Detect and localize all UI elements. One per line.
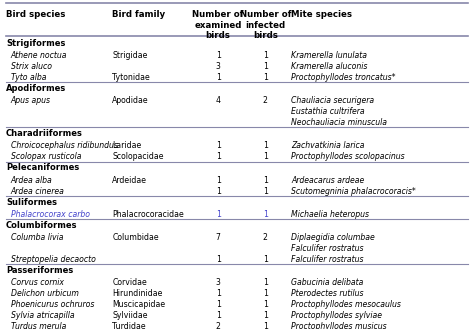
Text: 1: 1 [263,62,268,71]
Text: Bird species: Bird species [6,10,65,19]
Text: Sylvia atricapilla: Sylvia atricapilla [11,311,74,320]
Text: Michaelia heteropus: Michaelia heteropus [291,210,369,219]
Text: Phalacrocoracidae: Phalacrocoracidae [112,210,184,219]
Text: 1: 1 [263,311,268,320]
Text: 3: 3 [216,62,220,71]
Text: 1: 1 [263,210,268,219]
Text: Passeriformes: Passeriformes [6,266,73,275]
Text: Neochauliacia minuscula: Neochauliacia minuscula [291,118,387,127]
Text: Proctophyllodes mesocaulus: Proctophyllodes mesocaulus [291,300,401,309]
Text: Strigidae: Strigidae [112,51,147,60]
Text: Phoenicurus ochruros: Phoenicurus ochruros [11,300,94,309]
Text: 1: 1 [263,322,268,329]
Text: Proctophyllodes sylviae: Proctophyllodes sylviae [291,311,382,320]
Text: Proctophyllodes musicus: Proctophyllodes musicus [291,322,387,329]
Text: 1: 1 [216,289,221,298]
Text: 1: 1 [263,300,268,309]
Text: 1: 1 [216,176,221,185]
Text: 4: 4 [216,96,221,105]
Text: 3: 3 [216,278,220,287]
Text: Ardea cinerea: Ardea cinerea [11,187,64,195]
Text: Diplaegidia columbae: Diplaegidia columbae [291,233,375,242]
Text: Apodidae: Apodidae [112,96,149,105]
Text: Scolopax rusticola: Scolopax rusticola [11,152,82,161]
Text: 1: 1 [263,176,268,185]
Text: Scutomegninia phalacrocoracis*: Scutomegninia phalacrocoracis* [291,187,416,195]
Text: Corvus cornix: Corvus cornix [11,278,64,287]
Text: 1: 1 [216,187,221,195]
Text: Columba livia: Columba livia [11,233,64,242]
Text: Hirundinidae: Hirundinidae [112,289,163,298]
Text: 2: 2 [263,233,268,242]
Text: 1: 1 [216,152,221,161]
Text: Number of
infected
birds: Number of infected birds [239,10,291,40]
Text: Muscicapidae: Muscicapidae [112,300,165,309]
Text: 1: 1 [263,152,268,161]
Text: Ardeidae: Ardeidae [112,176,147,185]
Text: 1: 1 [263,51,268,60]
Text: Eustathia cultrifera: Eustathia cultrifera [291,107,365,116]
Text: 1: 1 [216,311,221,320]
Text: Apus apus: Apus apus [11,96,51,105]
Text: 1: 1 [263,289,268,298]
Text: Number of
examined
birds: Number of examined birds [192,10,244,40]
Text: Delichon urbicum: Delichon urbicum [11,289,79,298]
Text: Proctophyllodes troncatus*: Proctophyllodes troncatus* [291,73,396,82]
Text: Tytonidae: Tytonidae [112,73,150,82]
Text: 1: 1 [216,255,221,264]
Text: Pelecaniformes: Pelecaniformes [6,164,79,172]
Text: Gabucinia delibata: Gabucinia delibata [291,278,364,287]
Text: Phalacrocorax carbo: Phalacrocorax carbo [11,210,90,219]
Text: Strigiformes: Strigiformes [6,39,65,48]
Text: 1: 1 [216,300,221,309]
Text: Apodiformes: Apodiformes [6,84,66,93]
Text: Pterodectes rutilus: Pterodectes rutilus [291,289,364,298]
Text: 7: 7 [216,233,220,242]
Text: Ardeacarus ardeae: Ardeacarus ardeae [291,176,365,185]
Text: Columbiformes: Columbiformes [6,221,78,230]
Text: Turdidae: Turdidae [112,322,146,329]
Text: 1: 1 [263,141,268,150]
Text: Laridae: Laridae [112,141,141,150]
Text: 1: 1 [216,51,221,60]
Text: Suliformes: Suliformes [6,197,57,207]
Text: 1: 1 [216,73,221,82]
Text: Athene noctua: Athene noctua [11,51,67,60]
Text: 1: 1 [263,73,268,82]
Text: Corvidae: Corvidae [112,278,147,287]
Text: Streptopelia decaocto: Streptopelia decaocto [11,255,96,264]
Text: Ardea alba: Ardea alba [11,176,53,185]
Text: 1: 1 [216,141,221,150]
Text: Tyto alba: Tyto alba [11,73,46,82]
Text: 1: 1 [216,210,221,219]
Text: Chroicocephalus ridibundus: Chroicocephalus ridibundus [11,141,118,150]
Text: Turdus merula: Turdus merula [11,322,66,329]
Text: Charadriiformes: Charadriiformes [6,129,83,138]
Text: Scolopacidae: Scolopacidae [112,152,164,161]
Text: Sylviidae: Sylviidae [112,311,147,320]
Text: Falculifer rostratus: Falculifer rostratus [291,244,364,253]
Text: 1: 1 [263,255,268,264]
Text: Kramerella lunulata: Kramerella lunulata [291,51,367,60]
Text: Bird family: Bird family [112,10,165,19]
Text: Falculifer rostratus: Falculifer rostratus [291,255,364,264]
Text: Proctophyllodes scolopacinus: Proctophyllodes scolopacinus [291,152,405,161]
Text: 2: 2 [216,322,220,329]
Text: 1: 1 [263,278,268,287]
Text: Columbidae: Columbidae [112,233,159,242]
Text: Chauliacia securigera: Chauliacia securigera [291,96,374,105]
Text: 2: 2 [263,96,268,105]
Text: Kramerella aluconis: Kramerella aluconis [291,62,367,71]
Text: Mite species: Mite species [291,10,352,19]
Text: Zachvatkinia larica: Zachvatkinia larica [291,141,365,150]
Text: 1: 1 [263,187,268,195]
Text: Strix aluco: Strix aluco [11,62,52,71]
